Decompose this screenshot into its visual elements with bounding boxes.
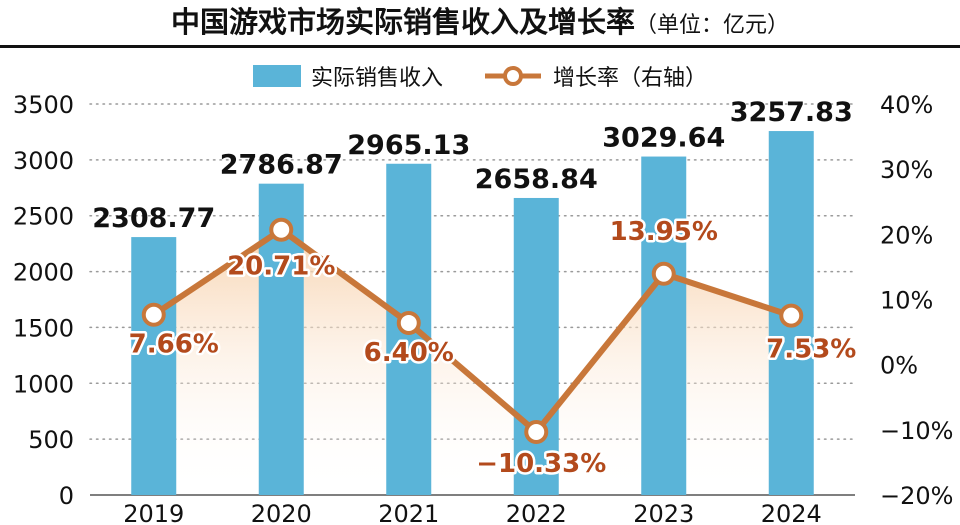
y-left-tick-label: 1500 xyxy=(13,314,74,342)
growth-value-label: 6.40% xyxy=(364,338,454,368)
bar-value-label: 2965.13 xyxy=(347,130,470,161)
bar-2019 xyxy=(131,237,177,496)
growth-point-2019 xyxy=(141,302,166,327)
title-unit: （单位：亿元） xyxy=(635,13,790,38)
growth-point-2020 xyxy=(269,217,294,242)
bar-value-label: 3257.83 xyxy=(730,97,853,128)
growth-line xyxy=(152,226,793,435)
legend-swatch-line xyxy=(485,66,541,86)
growth-area xyxy=(153,229,792,496)
legend: 实际销售收入 增长率（右轴） xyxy=(0,58,960,94)
y-right-tick-label: −20% xyxy=(880,482,953,510)
growth-point-2021 xyxy=(396,310,421,335)
legend-swatch-bar xyxy=(252,65,301,87)
y-left-tick-label: 500 xyxy=(28,426,74,454)
x-tick-label: 2019 xyxy=(123,500,184,525)
bar-2022 xyxy=(513,197,559,495)
title-main: 中国游戏市场实际销售收入及增长率 xyxy=(170,5,635,39)
y-left-tick-label: 2500 xyxy=(13,203,74,231)
chart-title: 中国游戏市场实际销售收入及增长率（单位：亿元） xyxy=(0,0,960,44)
x-tick-label: 2021 xyxy=(378,500,439,525)
y-right-tick-label: 20% xyxy=(880,221,933,249)
y-right-tick-label: 10% xyxy=(880,287,933,315)
bar-value-label: 2786.87 xyxy=(220,150,343,181)
y-left-tick-label: 3000 xyxy=(13,147,74,175)
x-tick-label: 2020 xyxy=(251,500,312,525)
bar-value-label: 2308.77 xyxy=(92,203,215,234)
growth-value-label: −10.33% xyxy=(476,449,606,479)
y-right-tick-label: 30% xyxy=(880,156,933,184)
y-left-tick-label: 2000 xyxy=(13,259,74,287)
legend-label-revenue: 实际销售收入 xyxy=(310,66,443,91)
bar-value-label: 3029.64 xyxy=(602,123,725,154)
growth-value-label: 20.71% xyxy=(227,252,335,282)
x-tick-label: 2022 xyxy=(506,500,567,525)
growth-point-2023 xyxy=(651,261,676,286)
y-left-tick-label: 1000 xyxy=(13,370,74,398)
legend-item-revenue: 实际销售收入 xyxy=(252,60,443,92)
y-right-tick-label: 0% xyxy=(880,352,918,380)
y-left-tick-label: 3500 xyxy=(13,91,74,119)
x-tick-label: 2024 xyxy=(761,500,822,525)
bar-value-label: 2658.84 xyxy=(475,164,598,195)
growth-value-label: 7.66% xyxy=(129,330,219,360)
y-right-tick-label: 40% xyxy=(880,91,933,119)
growth-value-label: 7.53% xyxy=(766,335,856,365)
legend-label-growth: 增长率（右轴） xyxy=(553,66,708,91)
x-tick-label: 2023 xyxy=(633,500,694,525)
growth-value-label: 13.95% xyxy=(610,217,718,247)
y-left-tick-label: 0 xyxy=(59,482,74,510)
growth-point-2024 xyxy=(779,303,804,328)
title-rule xyxy=(0,45,960,48)
growth-point-2022 xyxy=(524,419,549,444)
y-right-tick-label: −10% xyxy=(880,417,953,445)
legend-item-growth: 增长率（右轴） xyxy=(483,60,707,92)
bar-2023 xyxy=(641,156,687,495)
